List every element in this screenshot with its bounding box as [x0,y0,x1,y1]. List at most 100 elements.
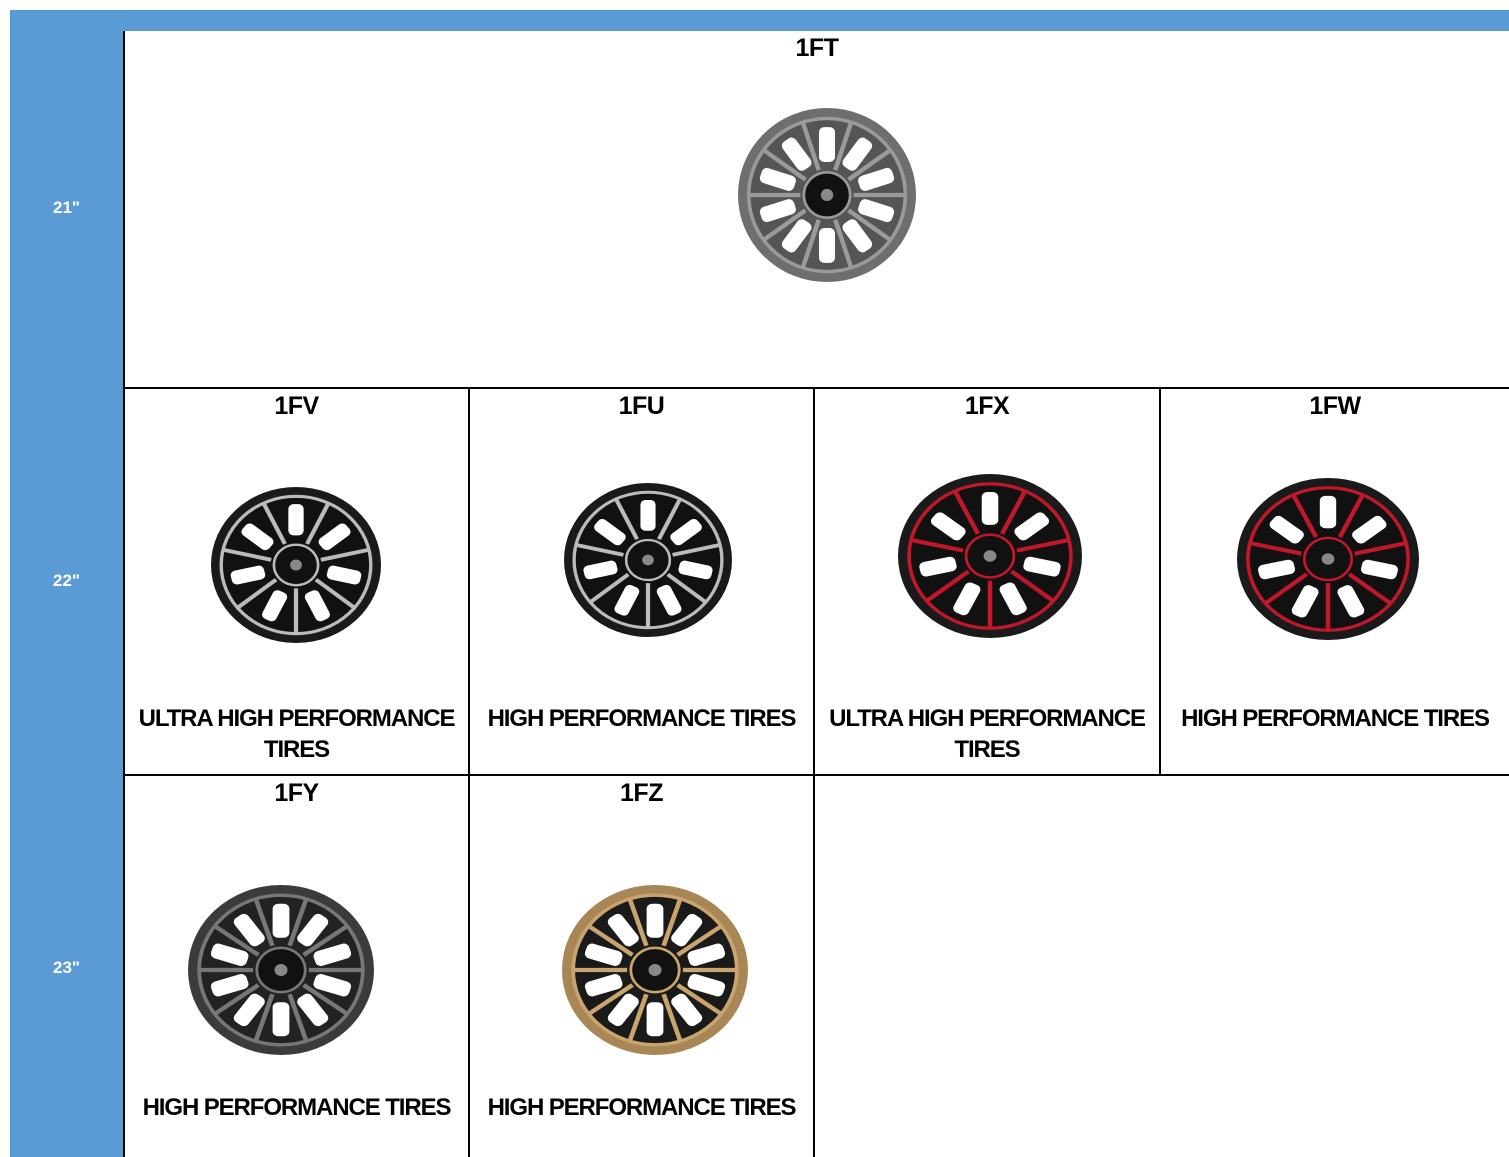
wheel-part [1263,572,1309,606]
wheel-part [676,924,723,957]
wheel-part [213,924,260,957]
wheel-part [313,943,352,966]
wheel-part [1014,512,1050,541]
wheel-part [1023,556,1061,577]
tire-type: HIGH PERFORMANCE TIRES [142,1094,452,1121]
wheel-part [919,556,957,577]
wheel-part [687,943,726,966]
size-column [10,31,123,1157]
wheel-part [627,993,649,1042]
wheel-part [210,943,249,966]
wheel-part [661,898,683,947]
border [1159,388,1161,775]
wheel-part [925,569,970,603]
wheel-part [230,565,266,585]
wheel-part [222,547,272,562]
wheel-part [759,199,796,223]
wheel-part [646,1002,664,1037]
wheel-part [326,565,362,585]
wheel [898,474,1082,638]
wheel-part [818,228,836,263]
wheel-part [614,584,640,616]
wheel-part [983,550,997,562]
wheel-part [999,582,1027,616]
wheel [564,483,732,637]
wheel-part [671,993,703,1027]
wheel-part [1337,493,1365,538]
wheel-part [587,924,634,957]
wheel-part [302,924,349,957]
wheel-part [253,898,275,947]
wheel-part [272,903,290,938]
wheel-part [261,502,287,545]
wheel-part [1337,585,1365,618]
wheel-part [981,492,999,525]
wheel-part [858,199,895,223]
wheel-code: 1FW [1309,392,1361,420]
wheel-part [661,993,683,1042]
wheel-part [587,983,634,1016]
wheel-part [302,983,349,1016]
wheel-part [676,983,723,1016]
wheel-part [1269,515,1304,544]
wheel-part [1354,541,1407,556]
wheel-part [953,582,981,616]
wheel [211,487,381,643]
wheel-code: 1FY [274,779,319,807]
wheel-part [847,208,892,242]
wheel-part [210,974,249,997]
wheel-part [594,519,626,546]
wheel-part [262,590,288,622]
wheel-part [272,1002,290,1037]
wheel-part [642,554,654,566]
wheel-part [1319,495,1337,529]
wheel-part [253,993,275,1042]
wheel-part [607,993,639,1027]
wheel-part [842,219,873,253]
wheel-part [290,559,302,571]
row-size: 21" [53,198,80,217]
wheel-part [842,137,873,171]
wheel-part [274,964,288,976]
wheel-part [818,127,836,162]
wheel-code: 1FU [618,392,665,420]
wheel-part [627,898,649,947]
wheel-part [1016,537,1070,553]
header-bar [10,10,1509,31]
row-size: 22" [53,571,80,590]
wheel-part [1291,493,1319,538]
wheel-part [584,974,623,997]
wheel-part [583,560,618,580]
wheel-part [930,512,966,541]
wheel-code: 1FV [274,392,319,420]
tire-type: HIGH PERFORMANCE TIRES [1181,705,1490,732]
wheel-part [910,537,964,553]
wheel-part [287,993,309,1042]
wheel-part [297,913,329,947]
tire-type: HIGH PERFORMANCE TIRES [487,1094,797,1121]
wheel-part [800,219,821,269]
border [813,388,815,1157]
border [123,387,1509,389]
wheel-part [1258,559,1296,580]
wheel-code: 1FZ [620,779,663,807]
wheel-part [236,578,278,610]
wheel-part [213,983,260,1016]
wheel-part [233,913,265,947]
wheel-part [858,167,895,191]
wheel-part [318,523,351,551]
wheel-part [657,498,682,541]
wheel-part [671,913,703,947]
wheel-part [1291,585,1319,618]
wheel-part [670,519,702,546]
wheel-part [287,898,309,947]
row-size: 23" [53,958,80,977]
tire-type: HIGH PERFORMANCE TIRES [487,705,797,732]
wheel-part [646,903,664,938]
wheel-part [648,964,662,976]
wheel-part [297,993,329,1027]
wheel-part [304,590,330,622]
wheel-part [320,547,370,562]
border [468,388,470,1157]
